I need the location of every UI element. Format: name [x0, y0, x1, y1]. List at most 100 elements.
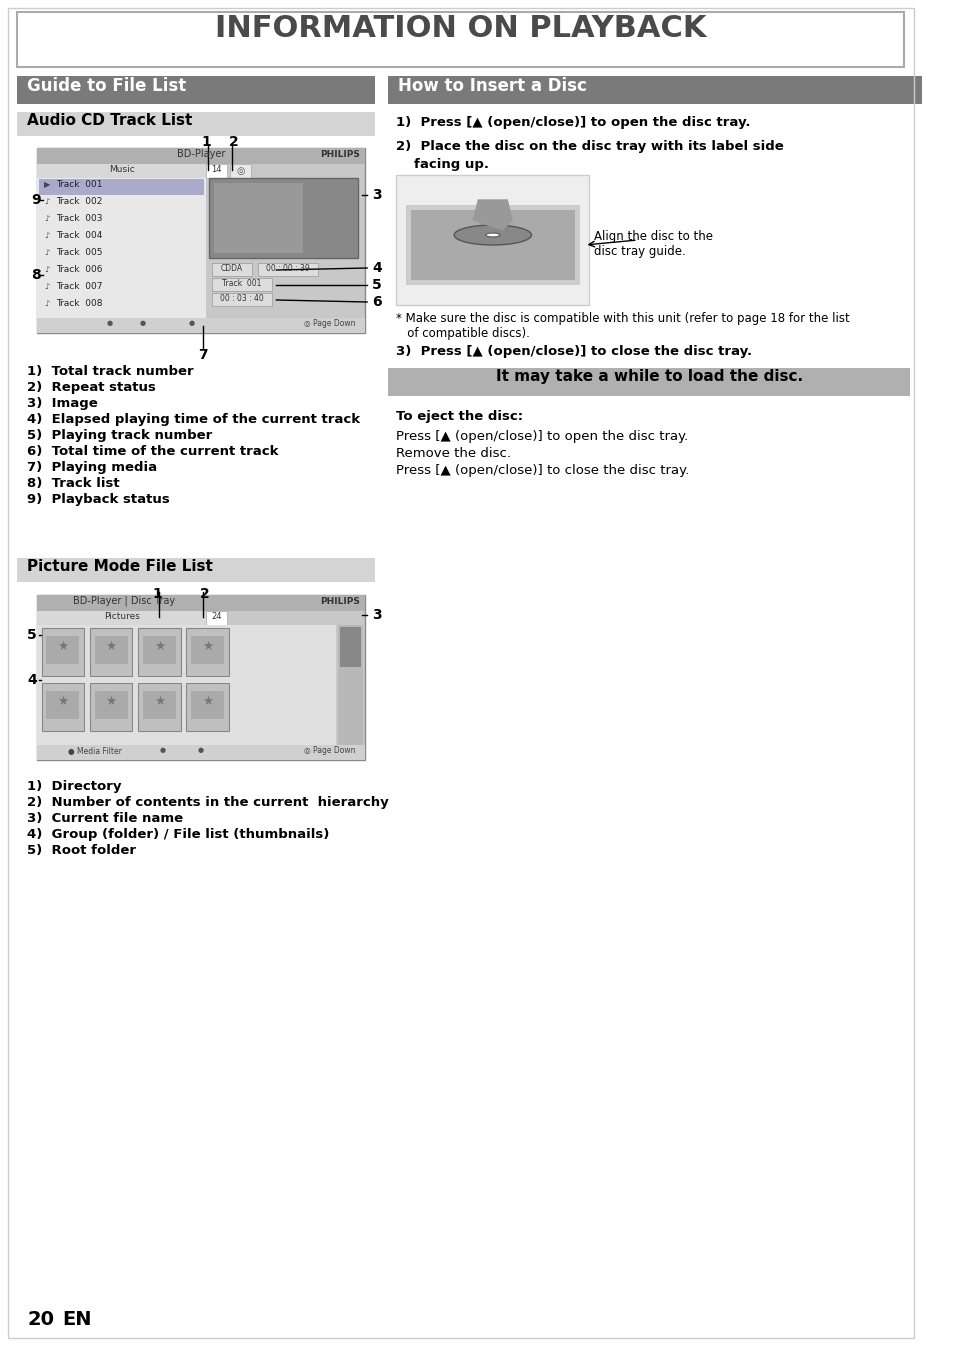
Text: ♪: ♪: [45, 197, 50, 206]
Bar: [39, 179, 204, 195]
Bar: [36, 611, 206, 625]
Text: INFORMATION ON PLAYBACK: INFORMATION ON PLAYBACK: [215, 13, 706, 43]
Bar: [36, 164, 206, 178]
Text: Track  001: Track 001: [222, 279, 261, 288]
Bar: [36, 594, 365, 611]
Bar: [192, 636, 224, 665]
Bar: [230, 164, 251, 178]
Bar: [206, 611, 227, 625]
Text: Press [▲ (open/close)] to close the disc tray.: Press [▲ (open/close)] to close the disc…: [395, 464, 689, 477]
Text: 9: 9: [30, 193, 41, 208]
Text: 6: 6: [372, 295, 381, 309]
Text: Music: Music: [109, 164, 134, 174]
Text: 8)  Track list: 8) Track list: [27, 477, 119, 491]
Text: 3)  Current file name: 3) Current file name: [27, 811, 183, 825]
Bar: [17, 558, 375, 582]
Bar: [213, 182, 304, 253]
Text: 2)  Number of contents in the current  hierarchy: 2) Number of contents in the current hie…: [27, 797, 389, 809]
Text: * Make sure the disc is compatible with this unit (refer to page 18 for the list: * Make sure the disc is compatible with …: [395, 311, 849, 340]
Bar: [212, 278, 272, 291]
Text: 00 : 00 : 39: 00 : 00 : 39: [266, 264, 310, 274]
Text: ★: ★: [57, 640, 69, 652]
Text: 7: 7: [198, 348, 208, 363]
Text: facing up.: facing up.: [414, 158, 488, 171]
Bar: [17, 12, 903, 67]
Text: ◎ Page Down: ◎ Page Down: [304, 319, 355, 328]
Text: 2)  Repeat status: 2) Repeat status: [27, 381, 155, 394]
Text: 4)  Elapsed playing time of the current track: 4) Elapsed playing time of the current t…: [27, 412, 360, 426]
Bar: [90, 628, 132, 675]
Text: ♪: ♪: [45, 214, 50, 222]
Text: ★: ★: [202, 640, 213, 652]
Text: 4: 4: [372, 262, 381, 275]
Text: ●: ●: [140, 319, 146, 326]
Text: Track  005: Track 005: [56, 248, 102, 257]
Bar: [36, 178, 206, 318]
Text: Track  006: Track 006: [56, 266, 102, 274]
Bar: [388, 368, 909, 396]
Text: ♪: ♪: [45, 282, 50, 291]
Bar: [42, 628, 84, 675]
Text: 00 : 03 : 40: 00 : 03 : 40: [219, 294, 263, 303]
Text: 4: 4: [27, 673, 37, 687]
Text: 24: 24: [211, 612, 221, 621]
Text: Audio CD Track List: Audio CD Track List: [27, 113, 193, 128]
Bar: [206, 164, 227, 178]
Text: 6)  Total time of the current track: 6) Total time of the current track: [27, 445, 278, 458]
Text: EN: EN: [62, 1310, 91, 1329]
Text: 5: 5: [27, 628, 37, 642]
Text: ●: ●: [159, 747, 165, 754]
Text: ★: ★: [202, 696, 213, 708]
Bar: [212, 293, 272, 306]
Text: ● Media Filter: ● Media Filter: [68, 747, 121, 756]
Bar: [36, 318, 365, 333]
Text: ★: ★: [57, 696, 69, 708]
Text: ♪: ♪: [45, 299, 50, 307]
Text: Track  003: Track 003: [56, 214, 102, 222]
Bar: [212, 263, 252, 276]
Bar: [388, 75, 939, 104]
Bar: [36, 594, 365, 760]
Bar: [213, 183, 303, 253]
Text: 2: 2: [229, 135, 238, 150]
Bar: [410, 210, 575, 280]
Text: It may take a while to load the disc.: It may take a while to load the disc.: [496, 369, 802, 384]
Ellipse shape: [454, 225, 531, 245]
Bar: [36, 148, 365, 333]
Bar: [36, 745, 365, 760]
Text: CDDA: CDDA: [220, 264, 243, 274]
Bar: [143, 636, 175, 665]
Text: 7)  Playing media: 7) Playing media: [27, 461, 157, 474]
Text: 9)  Playback status: 9) Playback status: [27, 493, 170, 506]
Ellipse shape: [485, 233, 499, 237]
Text: 5)  Playing track number: 5) Playing track number: [27, 429, 213, 442]
Text: ●: ●: [197, 747, 204, 754]
Text: 4)  Group (folder) / File list (thumbnails): 4) Group (folder) / File list (thumbnail…: [27, 828, 329, 841]
Text: 1)  Directory: 1) Directory: [27, 780, 121, 793]
Bar: [138, 683, 180, 731]
Bar: [340, 627, 361, 667]
Bar: [42, 683, 84, 731]
Text: PHILIPS: PHILIPS: [320, 150, 360, 159]
Text: PHILIPS: PHILIPS: [320, 597, 360, 607]
Text: Track  007: Track 007: [56, 282, 102, 291]
Text: ●: ●: [106, 319, 112, 326]
Text: 3)  Press [▲ (open/close)] to close the disc tray.: 3) Press [▲ (open/close)] to close the d…: [395, 345, 752, 359]
Bar: [405, 205, 579, 284]
Text: Align the disc to the
disc tray guide.: Align the disc to the disc tray guide.: [594, 231, 713, 257]
Bar: [338, 625, 363, 745]
Bar: [36, 148, 365, 164]
Text: ★: ★: [106, 696, 116, 708]
Text: ●: ●: [188, 319, 194, 326]
Text: ♪: ♪: [45, 231, 50, 240]
Text: BD-Player | Disc Tray: BD-Player | Disc Tray: [72, 596, 174, 607]
Text: Press [▲ (open/close)] to open the disc tray.: Press [▲ (open/close)] to open the disc …: [395, 430, 688, 443]
Bar: [47, 692, 79, 718]
Text: 1)  Press [▲ (open/close)] to open the disc tray.: 1) Press [▲ (open/close)] to open the di…: [395, 116, 750, 129]
Bar: [257, 263, 317, 276]
Text: ♪: ♪: [45, 266, 50, 274]
Text: 14: 14: [211, 164, 221, 174]
Bar: [192, 692, 224, 718]
Text: 3)  Image: 3) Image: [27, 398, 98, 410]
Text: ◎: ◎: [236, 166, 245, 177]
